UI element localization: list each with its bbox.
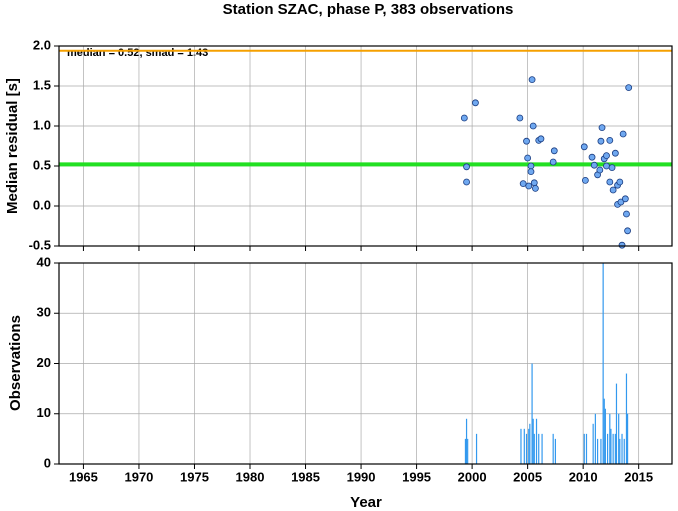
point	[580, 143, 588, 151]
y-tick-label: 20	[37, 355, 51, 370]
point	[608, 164, 616, 172]
point	[609, 186, 617, 194]
y-tick-label: 30	[37, 305, 51, 320]
point	[603, 152, 610, 160]
point	[516, 114, 524, 122]
point	[597, 137, 605, 145]
point	[472, 99, 479, 107]
point	[588, 153, 596, 161]
point	[619, 130, 627, 138]
y-axis-label: Median residual [s]	[4, 78, 21, 214]
point	[537, 135, 545, 143]
point	[616, 178, 624, 186]
y-tick-label: 1.0	[33, 117, 51, 132]
x-tick-label: 1980	[236, 469, 265, 484]
y-tick-label: 40	[37, 254, 51, 269]
x-tick-label: 1990	[347, 469, 376, 484]
x-tick-label: 1970	[124, 469, 153, 484]
point	[611, 149, 619, 157]
point	[581, 176, 589, 184]
point	[463, 178, 470, 186]
chart-title: Station SZAC, phase P, 383 observations	[223, 1, 514, 18]
point	[550, 147, 558, 155]
x-tick-label: 1965	[69, 469, 98, 484]
point	[549, 158, 557, 166]
point	[532, 184, 539, 192]
point	[590, 161, 598, 169]
point	[603, 162, 610, 170]
point	[624, 227, 631, 235]
x-tick-label: 2010	[569, 469, 598, 484]
point	[519, 180, 527, 188]
y-tick-label: 0.0	[33, 197, 51, 212]
point	[529, 122, 537, 130]
y-axis-label: Observations	[7, 315, 24, 411]
x-tick-label: 1985	[291, 469, 320, 484]
x-tick-label: 2005	[513, 469, 542, 484]
point	[596, 166, 604, 174]
point	[530, 179, 538, 187]
y-tick-label: 10	[37, 405, 51, 420]
point	[623, 210, 630, 218]
point	[527, 168, 535, 176]
y-tick-label: 0.5	[33, 157, 51, 172]
point	[625, 84, 633, 91]
point	[524, 154, 532, 162]
point	[598, 124, 606, 131]
point	[606, 178, 614, 186]
x-axis-label: Year	[350, 494, 382, 511]
plot-frame	[58, 45, 673, 247]
point	[525, 182, 533, 190]
y-tick-label: 0	[44, 455, 51, 470]
point	[606, 136, 614, 144]
x-tick-label: 1975	[180, 469, 209, 484]
x-tick-label: 2000	[458, 469, 487, 484]
point	[527, 162, 535, 170]
y-tick-label: 2.0	[33, 37, 51, 52]
y-tick-label: 1.5	[33, 77, 51, 92]
x-tick-label: 1995	[402, 469, 431, 484]
annotation: median = 0.52, smad = 1.43	[67, 47, 208, 59]
point	[463, 163, 470, 171]
x-tick-label: 2015	[624, 469, 653, 484]
point	[528, 76, 536, 83]
point	[618, 241, 626, 249]
y-tick-label: -0.5	[29, 237, 51, 252]
plot-frame	[58, 262, 673, 465]
point	[460, 114, 468, 122]
point	[621, 195, 629, 203]
point	[523, 137, 530, 145]
